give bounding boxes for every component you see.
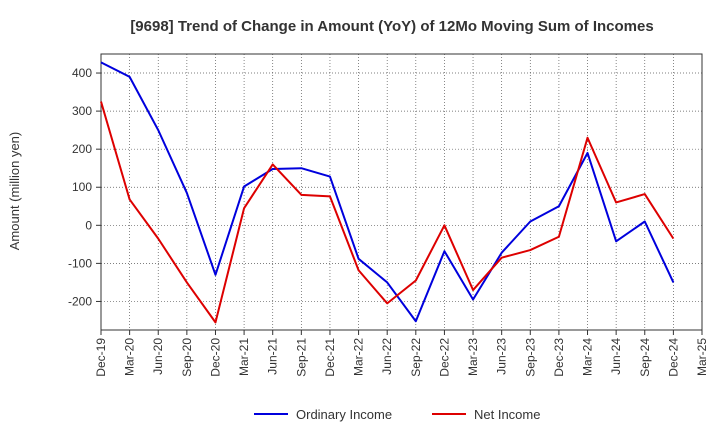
x-tick-label: Jun-23 <box>495 338 509 375</box>
x-tick-label: Mar-23 <box>466 338 480 376</box>
x-tick-label: Jun-20 <box>151 338 165 375</box>
x-tick-label: Dec-22 <box>437 338 451 377</box>
y-tick-label: 300 <box>72 104 92 118</box>
legend-label: Net Income <box>474 407 540 422</box>
x-tick-label: Jun-21 <box>266 338 280 375</box>
x-tick-label: Mar-21 <box>237 338 251 376</box>
plot-border <box>100 53 703 331</box>
y-axis-label: Amount (million yen) <box>7 132 22 251</box>
series-line-net-income <box>100 101 675 324</box>
y-tick-label: 200 <box>72 142 92 156</box>
x-tick-label: Dec-23 <box>552 338 566 377</box>
legend-label: Ordinary Income <box>296 407 392 422</box>
x-tick-label: Dec-19 <box>94 338 108 377</box>
x-tick-label: Mar-20 <box>123 338 137 376</box>
x-tick-label: Dec-20 <box>208 338 222 377</box>
x-tick-label: Sep-20 <box>180 338 194 377</box>
x-tick-label: Dec-21 <box>323 338 337 377</box>
plot-area: -200 -100 0 100 200 300 400 Dec-19 Mar-20 Jun-20 S… <box>68 53 709 377</box>
y-tick-label: -100 <box>68 256 92 270</box>
x-tick-label: Dec-24 <box>666 338 680 377</box>
x-tick-label: Mar-25 <box>695 338 709 376</box>
x-tick-label: Sep-21 <box>294 338 308 377</box>
x-tick-label: Mar-22 <box>352 338 366 376</box>
legend: Ordinary Income Net Income <box>254 407 540 422</box>
x-tick-label: Sep-23 <box>523 338 537 377</box>
x-tick-label: Sep-24 <box>638 338 652 377</box>
x-tick-label: Jun-24 <box>609 338 623 375</box>
y-tick-label: 100 <box>72 180 92 194</box>
x-tick-label: Mar-24 <box>581 338 595 376</box>
chart-title: [9698] Trend of Change in Amount (YoY) o… <box>130 18 653 35</box>
x-tick-label: Sep-22 <box>409 338 423 377</box>
x-tick-label: Jun-22 <box>380 338 394 375</box>
y-tick-label: -200 <box>68 294 92 308</box>
y-tick-label: 400 <box>72 66 92 80</box>
y-tick-label: 0 <box>85 218 92 232</box>
